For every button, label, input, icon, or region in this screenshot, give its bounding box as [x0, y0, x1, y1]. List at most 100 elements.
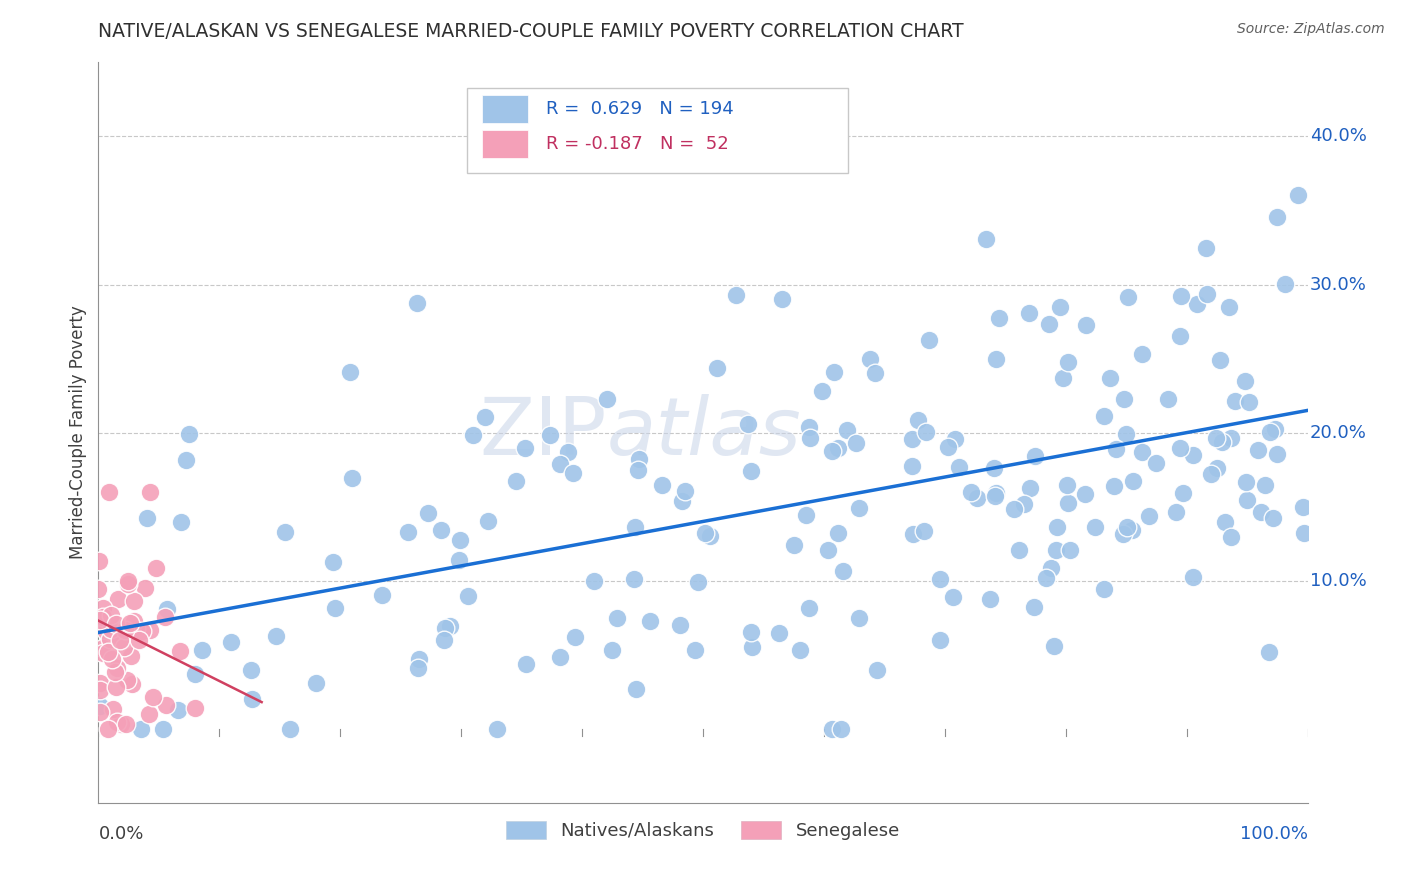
Point: [928, 632, 950, 647]
Point: [1205, 431, 1227, 445]
Text: 20.0%: 20.0%: [1310, 424, 1367, 442]
Point: [561, 466, 583, 480]
Point: [1209, 353, 1232, 368]
Point: [740, 624, 762, 639]
Point: [136, 510, 159, 524]
Point: [912, 524, 935, 538]
Point: [1074, 318, 1097, 332]
Point: [1292, 525, 1315, 540]
Point: [125, 621, 148, 635]
Point: [264, 629, 287, 643]
Point: [105, 715, 128, 730]
Point: [1059, 543, 1081, 558]
Point: [183, 666, 205, 681]
Point: [1116, 290, 1139, 304]
Point: [863, 366, 886, 380]
Point: [513, 441, 536, 455]
Point: [1258, 645, 1281, 659]
Point: [832, 564, 855, 578]
Point: [129, 722, 152, 736]
Point: [91, 600, 114, 615]
Point: [623, 572, 645, 586]
Point: [988, 310, 1011, 325]
Point: [1206, 461, 1229, 475]
Point: [96, 624, 118, 638]
Point: [439, 619, 461, 633]
Point: [683, 643, 706, 657]
Point: [1002, 502, 1025, 516]
Point: [1105, 442, 1128, 456]
Text: R =  0.629   N = 194: R = 0.629 N = 194: [546, 100, 734, 118]
Point: [408, 652, 430, 666]
Point: [600, 642, 623, 657]
Point: [1049, 300, 1071, 314]
Point: [110, 717, 132, 731]
Point: [1018, 306, 1040, 320]
Point: [984, 352, 1007, 367]
Point: [1102, 479, 1125, 493]
Point: [538, 427, 561, 442]
Point: [564, 630, 586, 644]
Point: [1092, 582, 1115, 597]
Text: atlas: atlas: [606, 393, 801, 472]
Text: Source: ZipAtlas.com: Source: ZipAtlas.com: [1237, 22, 1385, 37]
Point: [1098, 370, 1121, 384]
Point: [827, 526, 849, 541]
Point: [457, 589, 479, 603]
Point: [848, 611, 870, 625]
Point: [1185, 296, 1208, 310]
Point: [430, 523, 453, 537]
Point: [89, 683, 111, 698]
Point: [117, 577, 139, 591]
Point: [120, 649, 142, 664]
Point: [1267, 210, 1289, 224]
Point: [112, 640, 135, 654]
Point: [1057, 355, 1080, 369]
Y-axis label: Married-Couple Family Poverty: Married-Couple Family Poverty: [69, 306, 87, 559]
Point: [1195, 286, 1218, 301]
Point: [177, 427, 200, 442]
Point: [1121, 524, 1143, 538]
Point: [100, 622, 122, 636]
Point: [449, 533, 471, 547]
Point: [811, 384, 834, 398]
Text: ZIP: ZIP: [479, 393, 606, 472]
Point: [1170, 441, 1192, 455]
Point: [167, 703, 190, 717]
Text: 40.0%: 40.0%: [1310, 128, 1367, 145]
Point: [1254, 478, 1277, 492]
Point: [1291, 500, 1313, 514]
Point: [984, 489, 1007, 503]
Point: [1038, 317, 1060, 331]
Point: [1173, 486, 1195, 500]
Text: 100.0%: 100.0%: [1240, 825, 1308, 843]
Point: [1092, 409, 1115, 423]
Point: [103, 702, 125, 716]
Point: [183, 701, 205, 715]
Bar: [482, 95, 527, 123]
Point: [942, 590, 965, 604]
Point: [107, 591, 129, 606]
Point: [138, 706, 160, 721]
Point: [1201, 467, 1223, 482]
Point: [986, 486, 1008, 500]
Point: [1223, 394, 1246, 409]
Point: [582, 574, 605, 588]
Point: [1056, 477, 1078, 491]
Point: [97, 484, 120, 499]
Point: [406, 296, 429, 310]
Point: [104, 665, 127, 679]
Point: [128, 633, 150, 648]
Point: [789, 643, 811, 657]
Point: [671, 493, 693, 508]
Point: [142, 690, 165, 704]
Point: [463, 428, 485, 442]
Point: [1267, 447, 1289, 461]
Point: [416, 506, 439, 520]
Point: [943, 432, 966, 446]
Point: [152, 722, 174, 736]
Point: [340, 471, 363, 485]
Text: R = -0.187   N =  52: R = -0.187 N = 52: [546, 135, 728, 153]
Point: [105, 616, 128, 631]
Point: [817, 542, 839, 557]
